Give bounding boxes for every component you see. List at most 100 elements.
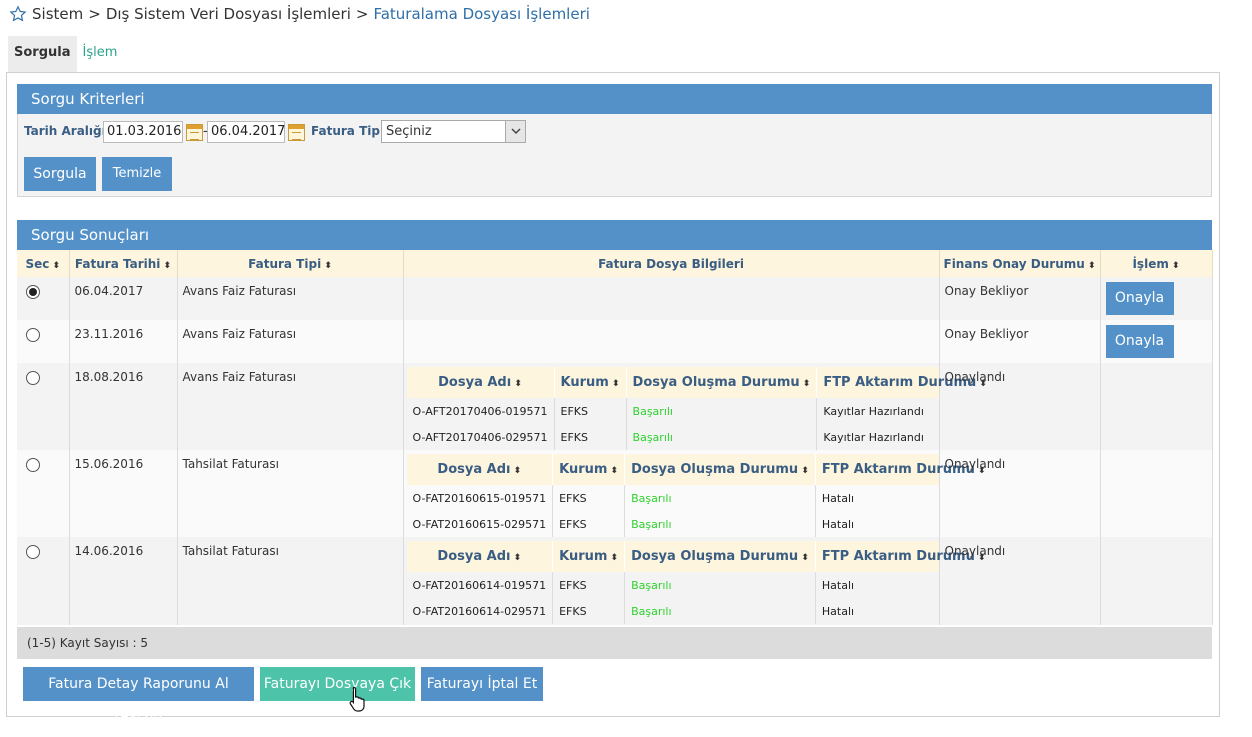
file-org: EFKS <box>552 572 626 598</box>
row-action <box>1100 537 1213 625</box>
chevron-down-icon[interactable] <box>505 121 525 142</box>
criteria-panel-title: Sorgu Kriterleri <box>17 84 1212 114</box>
column-header-finance-status[interactable]: Finans Onay Durumu <box>939 250 1101 277</box>
sub-header-create-status[interactable]: Dosya Oluşma Durumu <box>624 454 816 485</box>
sub-header-org[interactable]: Kurum <box>554 367 627 398</box>
tab-sorgula[interactable]: Sorgula <box>8 36 77 72</box>
file-org: EFKS <box>554 424 627 450</box>
row-type: Tahsilat Faturası <box>177 537 404 625</box>
table-row: 18.08.2016 Avans Faiz Faturası Dosya Adı… <box>17 363 1213 450</box>
table-row: 14.06.2016 Tahsilat Faturası Dosya Adı K… <box>17 537 1213 625</box>
record-count: (1-5) Kayıt Sayısı : 5 <box>17 627 1212 659</box>
tab-bar: Sorgula İşlem <box>8 36 123 72</box>
file-org: EFKS <box>554 398 627 424</box>
tab-content <box>6 72 1220 717</box>
sub-header-file-name[interactable]: Dosya Adı <box>406 454 554 485</box>
table-row: 15.06.2016 Tahsilat Faturası Dosya Adı K… <box>17 450 1213 537</box>
row-date: 18.08.2016 <box>69 363 178 450</box>
row-status: Onaylandı <box>939 450 1101 537</box>
results-table: Sec Fatura Tarihi Fatura Tipi Fatura Dos… <box>17 250 1213 625</box>
approve-button[interactable]: Onayla <box>1105 325 1174 358</box>
breadcrumb-separator: > <box>88 5 101 23</box>
row-date: 15.06.2016 <box>69 450 178 537</box>
row-status: Onaylandı <box>939 537 1101 625</box>
file-create-status: Başarılı <box>626 424 818 450</box>
file-sub-table: Dosya Adı Kurum Dosya Oluşma Durumu FTP … <box>406 367 994 450</box>
file-name: O-FAT20160614-019571 <box>406 572 554 598</box>
file-row: O-AFT20170406-029571 EFKS Başarılı Kayıt… <box>406 424 994 450</box>
row-type: Avans Faiz Faturası <box>177 363 404 450</box>
file-create-status: Başarılı <box>624 572 816 598</box>
breadcrumb-item-external[interactable]: Dış Sistem Veri Dosyası İşlemleri <box>105 5 351 23</box>
table-row: 23.11.2016 Avans Faiz Faturası Onay Bekl… <box>17 320 1213 363</box>
export-file-button[interactable]: Faturayı Dosyaya Çık <box>260 667 415 701</box>
column-header-sec[interactable]: Sec <box>17 250 70 277</box>
row-type: Avans Faiz Faturası <box>177 320 404 363</box>
cancel-invoice-button[interactable]: Faturayı İptal Et <box>421 667 543 701</box>
column-header-action[interactable]: İşlem <box>1100 250 1213 277</box>
row-select-radio[interactable] <box>26 545 40 559</box>
row-select-radio[interactable] <box>26 458 40 472</box>
star-outline-icon[interactable] <box>9 5 27 23</box>
file-org: EFKS <box>552 511 626 537</box>
breadcrumb-current: Faturalama Dosyası İşlemleri <box>373 5 590 23</box>
file-name: O-AFT20170406-029571 <box>406 424 555 450</box>
row-type: Avans Faiz Faturası <box>177 277 404 320</box>
file-row: O-FAT20160615-029571 EFKS Başarılı Hatal… <box>406 511 993 537</box>
file-name: O-AFT20170406-019571 <box>406 398 555 424</box>
row-file-info <box>403 277 940 320</box>
row-action <box>1100 450 1213 537</box>
column-header-type[interactable]: Fatura Tipi <box>177 250 404 277</box>
sub-header-org[interactable]: Kurum <box>552 541 626 572</box>
invoice-type-value: Seçiniz <box>386 124 432 139</box>
hand-pointer-icon <box>349 686 365 712</box>
row-date: 14.06.2016 <box>69 537 178 625</box>
approve-button[interactable]: Onayla <box>1105 282 1174 315</box>
row-action <box>1100 363 1213 450</box>
column-header-file-info: Fatura Dosya Bilgileri <box>403 250 940 277</box>
file-create-status: Başarılı <box>624 511 816 537</box>
row-status: Onay Bekliyor <box>939 277 1101 320</box>
file-name: O-FAT20160614-029571 <box>406 598 554 624</box>
file-sub-table: Dosya Adı Kurum Dosya Oluşma Durumu FTP … <box>406 541 993 624</box>
row-type: Tahsilat Faturası <box>177 450 404 537</box>
row-status: Onay Bekliyor <box>939 320 1101 363</box>
calendar-icon[interactable] <box>186 124 203 141</box>
clear-button[interactable]: Temizle <box>102 157 172 191</box>
invoice-type-label: Fatura Tipi <box>311 124 385 138</box>
calendar-icon[interactable] <box>288 124 305 141</box>
sub-header-create-status[interactable]: Dosya Oluşma Durumu <box>626 367 818 398</box>
sub-header-file-name[interactable]: Dosya Adı <box>406 541 554 572</box>
sub-header-org[interactable]: Kurum <box>552 454 626 485</box>
excel-report-button[interactable]: Fatura Detay Raporunu Al (Excel) <box>23 667 254 726</box>
file-org: EFKS <box>552 485 626 511</box>
row-select-radio[interactable] <box>26 328 40 342</box>
tab-islem[interactable]: İşlem <box>82 45 118 60</box>
sub-header-create-status[interactable]: Dosya Oluşma Durumu <box>624 541 816 572</box>
row-select-radio[interactable] <box>26 371 40 385</box>
sub-header-file-name[interactable]: Dosya Adı <box>406 367 555 398</box>
file-row: O-FAT20160614-029571 EFKS Başarılı Hatal… <box>406 598 993 624</box>
file-create-status: Başarılı <box>624 598 816 624</box>
row-file-info <box>403 320 940 363</box>
column-header-date[interactable]: Fatura Tarihi <box>69 250 178 277</box>
file-row: O-FAT20160614-019571 EFKS Başarılı Hatal… <box>406 572 993 598</box>
end-date-input[interactable]: 06.04.2017 <box>207 121 285 143</box>
row-date: 23.11.2016 <box>69 320 178 363</box>
row-date: 06.04.2017 <box>69 277 178 320</box>
row-file-info: Dosya Adı Kurum Dosya Oluşma Durumu FTP … <box>403 450 993 537</box>
breadcrumb-separator: > <box>355 5 369 23</box>
invoice-type-select[interactable]: Seçiniz <box>381 120 526 143</box>
file-name: O-FAT20160615-029571 <box>406 511 554 537</box>
row-file-info: Dosya Adı Kurum Dosya Oluşma Durumu FTP … <box>403 537 993 625</box>
file-row: O-FAT20160615-019571 EFKS Başarılı Hatal… <box>406 485 993 511</box>
file-sub-table: Dosya Adı Kurum Dosya Oluşma Durumu FTP … <box>406 454 993 537</box>
query-button[interactable]: Sorgula <box>24 157 96 191</box>
results-panel-title: Sorgu Sonuçları <box>17 220 1212 250</box>
row-file-info: Dosya Adı Kurum Dosya Oluşma Durumu FTP … <box>403 363 994 450</box>
breadcrumb-item-system[interactable]: Sistem <box>32 5 84 23</box>
start-date-input[interactable]: 01.03.2016 <box>103 121 183 143</box>
table-row: 06.04.2017 Avans Faiz Faturası Onay Bekl… <box>17 277 1213 320</box>
row-select-radio[interactable] <box>26 285 40 299</box>
file-row: O-AFT20170406-019571 EFKS Başarılı Kayıt… <box>406 398 994 424</box>
